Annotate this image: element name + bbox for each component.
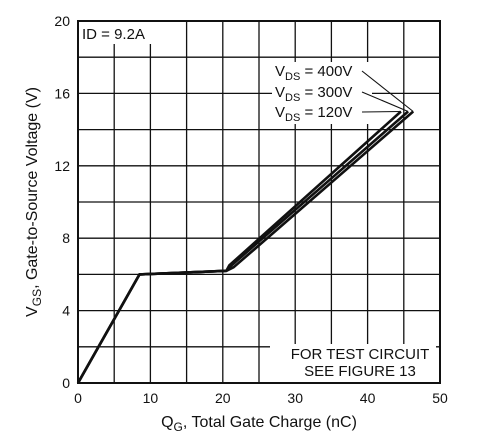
x-tick-label: 40 <box>360 390 376 406</box>
y-tick-label: 4 <box>62 303 70 319</box>
y-tick-label: 20 <box>54 13 70 29</box>
legend-leader-2 <box>361 110 401 113</box>
y-tick-label: 12 <box>54 158 70 174</box>
grid <box>78 21 440 383</box>
x-tick-label: 30 <box>287 390 303 406</box>
y-tick-label: 16 <box>54 85 70 101</box>
test-circuit-note-line2: SEE FIGURE 13 <box>304 363 416 380</box>
legend-leaders <box>361 70 414 113</box>
tick-labels: 0 10 20 30 40 50 0 4 8 12 16 20 <box>54 13 448 406</box>
test-circuit-note-line1: FOR TEST CIRCUIT <box>291 346 430 363</box>
legend-label-400v: VDS = 400V <box>275 63 352 83</box>
legend-label-120v: VDS = 120V <box>275 104 352 124</box>
x-tick-label: 10 <box>143 390 159 406</box>
series-line-1 <box>76 110 409 384</box>
y-tick-label: 0 <box>62 375 70 391</box>
test-circuit-note-box <box>270 344 436 382</box>
y-axis-title: VGS, Gate-to-Source Voltage (V) <box>24 87 44 317</box>
current-annotation: ID = 9.2A <box>82 26 145 43</box>
legend-leader-0 <box>361 70 414 112</box>
current-annotation-box <box>79 22 155 44</box>
x-axis-title: QG, Total Gate Charge (nC) <box>161 414 357 434</box>
series-line-2 <box>76 110 402 384</box>
y-tick-label: 8 <box>62 230 70 246</box>
x-tick-label: 20 <box>215 390 231 406</box>
legend-box <box>272 62 372 124</box>
x-tick-label: 0 <box>74 390 82 406</box>
plot-frame <box>77 20 441 384</box>
legend-leader-1 <box>361 91 409 113</box>
series-lines <box>76 110 415 384</box>
legend-label-300v: VDS = 300V <box>275 84 352 104</box>
x-tick-label: 50 <box>432 390 448 406</box>
